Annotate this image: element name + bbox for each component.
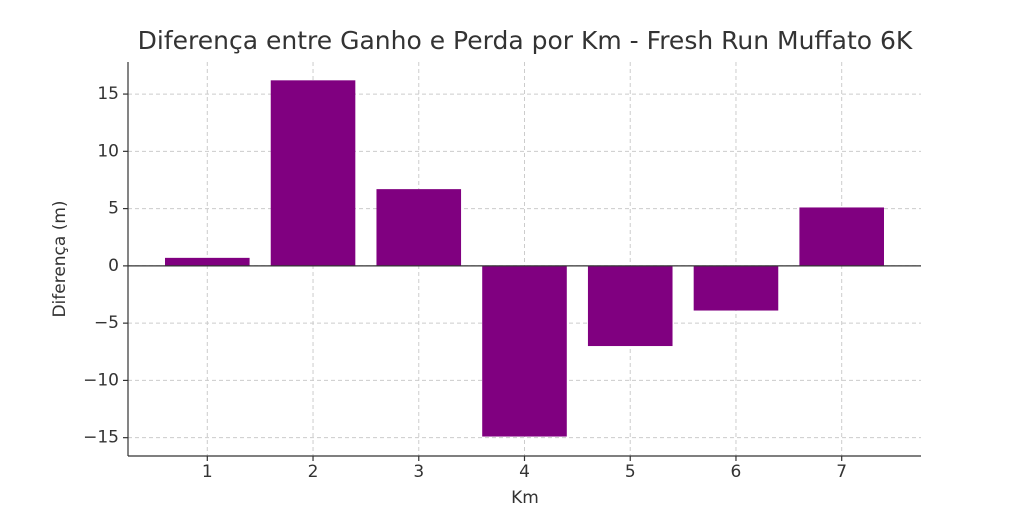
x-tick-label: 5	[625, 462, 636, 482]
x-tick-label: 3	[413, 462, 424, 482]
y-tick-label: 10	[97, 141, 119, 161]
y-tick-label: 15	[97, 84, 119, 104]
y-tick-label: 5	[108, 199, 119, 219]
bar	[270, 80, 356, 266]
bar	[482, 265, 567, 437]
bar	[587, 265, 673, 347]
x-tick-label: 7	[836, 462, 847, 482]
y-tick-label: −5	[94, 313, 119, 333]
x-axis-label: Km	[511, 488, 539, 508]
bar	[799, 207, 884, 266]
x-tick-label: 2	[308, 462, 319, 482]
bar	[693, 265, 779, 311]
x-tick-label: 6	[731, 462, 742, 482]
y-tick-label: −10	[83, 370, 119, 390]
y-tick-label: −15	[83, 428, 119, 448]
y-tick-label: 0	[108, 256, 119, 276]
y-axis-label: Diferença (m)	[50, 200, 70, 317]
chart-title: Diferença entre Ganho e Perda por Km - F…	[138, 26, 913, 55]
bar	[165, 257, 250, 266]
x-tick-label: 1	[202, 462, 213, 482]
bar	[376, 189, 462, 266]
x-tick-label: 4	[519, 462, 530, 482]
